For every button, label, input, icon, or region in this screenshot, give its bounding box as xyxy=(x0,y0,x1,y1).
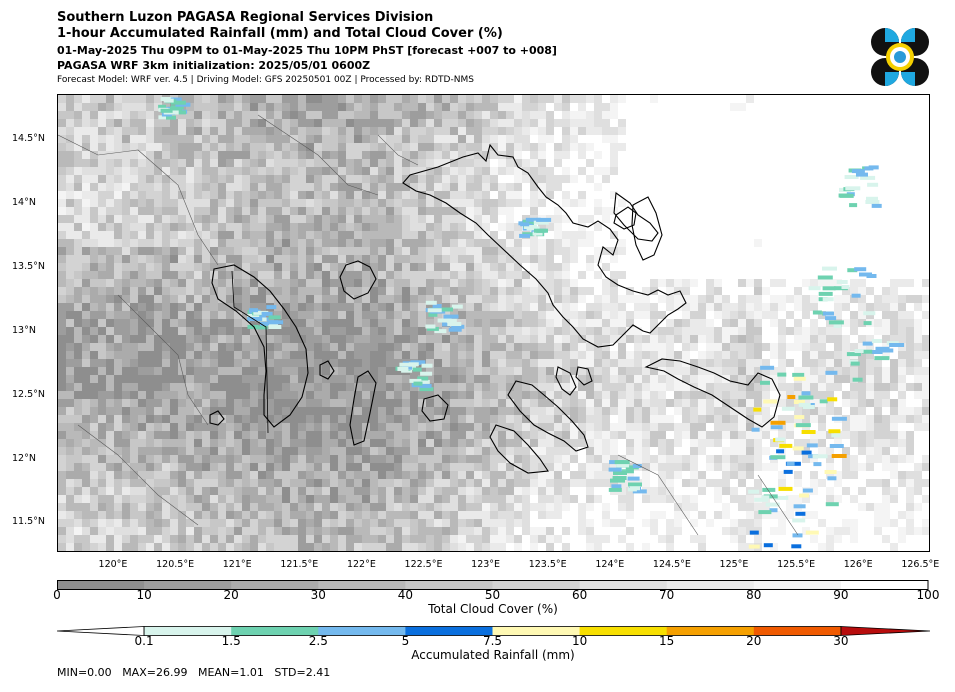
lat-label: 12°N xyxy=(12,453,36,464)
lon-label: 126°E xyxy=(843,559,873,570)
cloud-colorbar-segment xyxy=(405,580,493,590)
rain-colorbar-segment xyxy=(579,626,668,636)
map-title: Southern Luzon PAGASA Regional Services … xyxy=(57,10,434,25)
rain-colorbar-tick: 15 xyxy=(659,634,675,648)
cloud-colorbar-tick: 70 xyxy=(659,588,675,602)
biliran-coastline xyxy=(575,366,593,386)
lon-label: 125°E xyxy=(719,559,749,570)
lubang-coastline xyxy=(209,410,225,426)
lon-label: 121.5°E xyxy=(280,559,319,570)
cloud-colorbar-tick: 100 xyxy=(916,588,940,602)
valid-time: 01-May-2025 Thu 09PM to 01-May-2025 Thu … xyxy=(57,44,557,57)
masbate-coastline xyxy=(507,380,589,452)
rain-colorbar-segment xyxy=(492,626,581,636)
lon-label: 120°E xyxy=(98,559,128,570)
cloud-colorbar-tick: 0 xyxy=(53,588,61,602)
cloud-colorbar-tick: 90 xyxy=(833,588,849,602)
cloud-colorbar-segment xyxy=(579,580,668,590)
cloud-colorbar-segment xyxy=(666,580,755,590)
polillo-coastline xyxy=(613,206,637,230)
rain-colorbar-tick: 20 xyxy=(746,634,762,648)
cloud-colorbar-segment xyxy=(144,580,232,590)
panay-coastline xyxy=(489,424,549,474)
lat-label: 13.5°N xyxy=(12,261,46,272)
cloud-colorbar-segment xyxy=(840,580,929,590)
rainfall-colorbar xyxy=(57,626,931,636)
lon-label: 125.5°E xyxy=(777,559,816,570)
cloud-colorbar-title: Total Cloud Cover (%) xyxy=(428,602,558,616)
rain-colorbar-over xyxy=(840,626,931,636)
mindoro-boundary xyxy=(231,270,269,434)
rain-colorbar-title: Accumulated Rainfall (mm) xyxy=(411,648,575,662)
province-boundaries xyxy=(58,114,799,536)
cloud-colorbar-tick: 30 xyxy=(310,588,326,602)
rain-colorbar-segment xyxy=(231,626,319,636)
coastline-layer xyxy=(209,143,781,474)
rainfall-map[interactable] xyxy=(57,94,930,552)
rain-colorbar-segment xyxy=(405,626,493,636)
lon-label: 120.5°E xyxy=(156,559,195,570)
pagasa-logo-icon xyxy=(871,28,929,86)
stat-std: STD=2.41 xyxy=(274,666,331,679)
mindoro-coastline xyxy=(211,264,309,428)
burias-coastline xyxy=(319,360,335,380)
cloud-colorbar-segment xyxy=(57,580,145,590)
cloud-colorbar-segment xyxy=(492,580,581,590)
romblon-coastline xyxy=(349,370,377,446)
rain-colorbar-tick: 2.5 xyxy=(308,634,328,648)
samar-coastline xyxy=(644,358,781,428)
stat-mean: MEAN=1.01 xyxy=(197,666,264,679)
rain-colorbar-tick: 10 xyxy=(571,634,588,648)
cloud-colorbar-segment xyxy=(753,580,842,590)
map-subtitle: 1-hour Accumulated Rainfall (mm) and Tot… xyxy=(57,26,503,41)
rainfall-layer xyxy=(158,97,905,549)
rain-colorbar-tick: 7.5 xyxy=(482,634,503,648)
rain-colorbar-segment xyxy=(666,626,755,636)
rain-colorbar-segment xyxy=(753,626,842,636)
cloud-colorbar-tick: 40 xyxy=(397,588,414,602)
lon-label: 124.5°E xyxy=(652,559,691,570)
lon-label: 126.5°E xyxy=(901,559,940,570)
rainfall-stats: MIN=0.00 MAX=26.99 MEAN=1.01 STD=2.41 xyxy=(57,666,330,679)
marinduque-coastline xyxy=(339,260,377,300)
tablas-coastline xyxy=(421,394,449,422)
lat-label: 14.5°N xyxy=(12,133,46,144)
rain-colorbar-segment xyxy=(144,626,232,636)
cloud-colorbar-tick: 10 xyxy=(136,588,152,602)
map-canvas xyxy=(58,95,929,551)
cloud-cover-colorbar xyxy=(57,580,929,590)
rain-colorbar-tick: 5 xyxy=(401,634,410,648)
cloud-colorbar-segment xyxy=(231,580,319,590)
luzon-coastline xyxy=(402,143,687,348)
cloud-colorbar-tick: 60 xyxy=(571,588,588,602)
lon-label: 122.5°E xyxy=(404,559,443,570)
init-time: PAGASA WRF 3km initialization: 2025/05/0… xyxy=(57,59,371,72)
cloud-colorbar-tick: 50 xyxy=(484,588,501,602)
lon-label: 122°E xyxy=(346,559,376,570)
lon-label: 121°E xyxy=(222,559,252,570)
cloud-colorbar-segment xyxy=(318,580,406,590)
lat-label: 13°N xyxy=(12,325,36,336)
rain-colorbar-segment xyxy=(318,626,406,636)
rain-colorbar-tick: 30 xyxy=(833,634,849,648)
catanduanes-coastline xyxy=(631,196,663,261)
ticao-coastline xyxy=(555,366,577,396)
lon-label: 123°E xyxy=(471,559,501,570)
rain-colorbar-tick: 1.5 xyxy=(221,634,241,648)
lat-label: 14°N xyxy=(12,197,36,208)
rain-colorbar-under xyxy=(57,626,145,636)
cloud-colorbar-tick: 80 xyxy=(746,588,762,602)
lat-label: 12.5°N xyxy=(12,389,46,400)
lat-label: 11.5°N xyxy=(12,516,46,527)
rain-colorbar-tick: 0.1 xyxy=(134,634,154,648)
cloud-colorbar-tick: 20 xyxy=(223,588,239,602)
camarines-coastline xyxy=(613,192,659,242)
model-credits: Forecast Model: WRF ver. 4.5 | Driving M… xyxy=(57,75,474,85)
stat-max: MAX=26.99 xyxy=(122,666,188,679)
stat-min: MIN=0.00 xyxy=(57,666,112,679)
lon-label: 124°E xyxy=(595,559,625,570)
lon-label: 123.5°E xyxy=(528,559,567,570)
